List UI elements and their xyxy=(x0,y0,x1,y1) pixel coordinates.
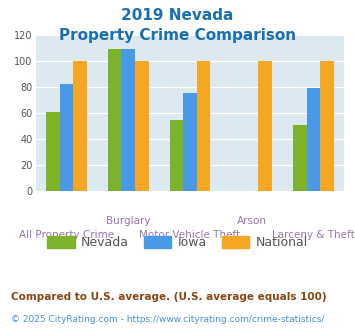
Bar xyxy=(73,61,87,191)
Text: © 2025 CityRating.com - https://www.cityrating.com/crime-statistics/: © 2025 CityRating.com - https://www.city… xyxy=(11,315,324,324)
Bar xyxy=(108,49,121,191)
Bar xyxy=(46,112,60,191)
Text: All Property Crime: All Property Crime xyxy=(19,230,114,240)
Bar xyxy=(307,88,320,191)
Text: 2019 Nevada: 2019 Nevada xyxy=(121,8,234,23)
Text: Burglary: Burglary xyxy=(106,216,151,226)
Bar xyxy=(293,125,307,191)
Text: Larceny & Theft: Larceny & Theft xyxy=(272,230,355,240)
Bar xyxy=(60,84,73,191)
Bar xyxy=(258,61,272,191)
Text: Motor Vehicle Theft: Motor Vehicle Theft xyxy=(140,230,240,240)
Bar xyxy=(320,61,334,191)
Text: Property Crime Comparison: Property Crime Comparison xyxy=(59,28,296,43)
Bar xyxy=(121,49,135,191)
Text: Compared to U.S. average. (U.S. average equals 100): Compared to U.S. average. (U.S. average … xyxy=(11,292,326,302)
Legend: Nevada, Iowa, National: Nevada, Iowa, National xyxy=(42,231,313,254)
Bar xyxy=(135,61,148,191)
Bar xyxy=(170,119,183,191)
Bar xyxy=(197,61,210,191)
Text: Arson: Arson xyxy=(237,216,267,226)
Bar xyxy=(183,93,197,191)
